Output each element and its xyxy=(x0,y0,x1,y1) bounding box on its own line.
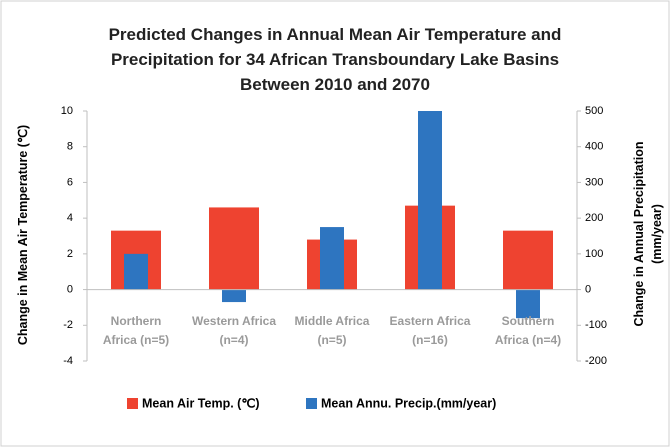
y-tick-label: 4 xyxy=(67,212,73,224)
legend-label: Mean Air Temp. (℃) xyxy=(142,396,260,410)
x-tick-label: Northern Africa (n=5) xyxy=(102,314,170,347)
y2-tick-label: 0 xyxy=(585,283,591,295)
chart-title: Predicted Changes in Annual Mean Air Tem… xyxy=(108,25,562,94)
bar xyxy=(222,289,246,303)
x-tick-label-box: Middle Africa (n=5) xyxy=(294,314,370,347)
x-tick-label-box: Western Africa (n=4) xyxy=(191,314,277,347)
y-tick-label: 0 xyxy=(67,283,73,295)
y2-axis-title: Change in Annual Precipitation (mm/year) xyxy=(632,141,664,327)
x-tick-label-box: Northern Africa (n=5) xyxy=(102,314,170,347)
legend-swatch xyxy=(306,398,317,409)
y-tick-label: 6 xyxy=(67,176,73,188)
bar xyxy=(418,111,442,290)
y-tick-label: 10 xyxy=(61,105,73,117)
x-tick-label-box: Eastern Africa (n=16) xyxy=(389,314,471,347)
y2-tick-label: 300 xyxy=(585,176,603,188)
y-tick-label: -2 xyxy=(63,319,73,331)
bar xyxy=(516,289,540,319)
bar xyxy=(503,230,553,290)
bar xyxy=(124,253,148,290)
y-tick-label: -4 xyxy=(63,355,73,367)
bar xyxy=(320,227,344,290)
x-tick-label: Southern Africa (n=4) xyxy=(494,314,562,347)
y2-tick-label: -200 xyxy=(585,355,607,367)
y2-tick-label: -100 xyxy=(585,319,607,331)
x-tick-label: Eastern Africa (n=16) xyxy=(389,314,471,347)
y-tick-label: 2 xyxy=(67,248,73,260)
bar xyxy=(209,207,259,290)
x-tick-label: Western Africa (n=4) xyxy=(191,314,277,347)
chart-title-box: Predicted Changes in Annual Mean Air Tem… xyxy=(108,25,562,94)
y-axis-title-box: Change in Mean Air Temperature (℃) xyxy=(16,124,30,346)
y-tick-label: 8 xyxy=(67,141,73,153)
y2-tick-label: 100 xyxy=(585,248,603,260)
y2-tick-label: 400 xyxy=(585,141,603,153)
y2-tick-label: 200 xyxy=(585,212,603,224)
x-tick-label: Middle Africa (n=5) xyxy=(294,314,370,347)
legend-label: Mean Annu. Precip.(mm/year) xyxy=(321,396,496,410)
y2-axis-title-box: Change in Annual Precipitation (mm/year) xyxy=(632,141,664,327)
y2-tick-label: 500 xyxy=(585,105,603,117)
x-tick-label-box: Southern Africa (n=4) xyxy=(494,314,562,347)
legend-swatch xyxy=(127,398,138,409)
y-axis-title: Change in Mean Air Temperature (℃) xyxy=(16,124,30,346)
